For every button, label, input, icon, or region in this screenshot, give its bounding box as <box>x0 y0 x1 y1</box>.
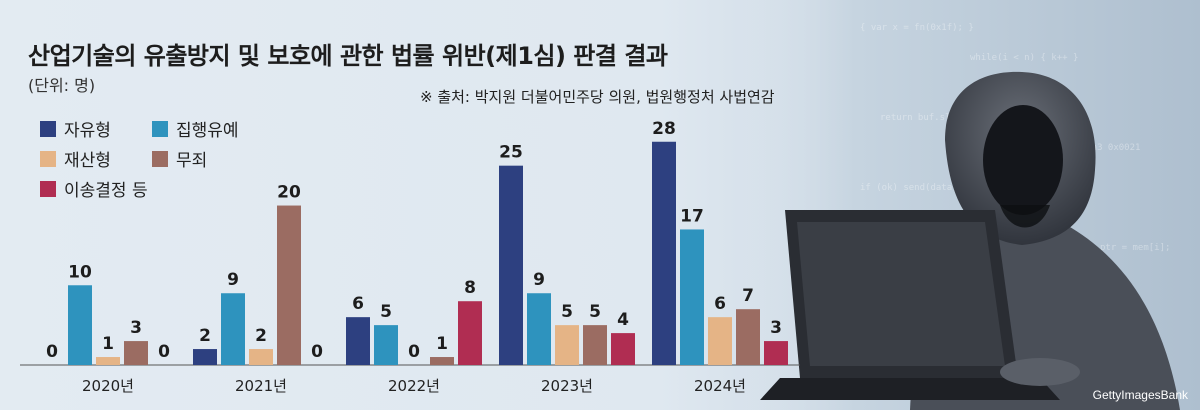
svg-text:{ var x = fn(0x1f); }: { var x = fn(0x1f); } <box>860 23 974 33</box>
data-label: 1 <box>102 334 114 354</box>
x-tick-label: 2020년 <box>82 377 134 395</box>
legend-swatch <box>152 120 168 137</box>
data-label: 2 <box>255 326 267 346</box>
bar <box>652 141 676 365</box>
legend-swatch <box>152 150 168 167</box>
data-label: 6 <box>714 294 726 314</box>
data-label: 0 <box>158 342 170 362</box>
unit-label: (단위: 명) <box>28 76 96 95</box>
legend-label: 자유형 <box>64 121 111 141</box>
bar <box>277 205 301 365</box>
source-note: ※ 출처: 박지원 더불어민주당 의원, 법원행정처 사법연감 <box>420 88 775 106</box>
legend-item: 자유형 <box>40 116 111 141</box>
legend-swatch <box>40 150 56 167</box>
bar <box>96 357 120 365</box>
x-tick-label: 2023년 <box>541 377 593 395</box>
data-label: 6 <box>352 294 364 314</box>
legend-swatch <box>40 180 56 197</box>
legend-label: 이송결정 등 <box>64 181 148 201</box>
bar <box>458 301 482 365</box>
data-label: 5 <box>380 302 392 322</box>
data-label: 8 <box>464 278 476 298</box>
legend-label: 무죄 <box>176 151 208 171</box>
data-label: 7 <box>742 286 754 306</box>
bar <box>680 229 704 365</box>
data-label: 2 <box>199 326 211 346</box>
data-label: 25 <box>499 143 523 163</box>
legend-item: 집행유예 <box>152 116 239 141</box>
bar <box>555 325 579 365</box>
bar <box>708 317 732 365</box>
bar <box>221 293 245 365</box>
legend-swatch <box>40 120 56 137</box>
x-tick-label: 2024년 <box>694 377 746 395</box>
bar <box>736 309 760 365</box>
bar <box>527 293 551 365</box>
data-label: 0 <box>311 342 323 362</box>
data-label: 9 <box>227 270 239 290</box>
data-label: 1 <box>436 334 448 354</box>
data-label: 9 <box>533 270 545 290</box>
svg-text:0x7fa3 0x0021: 0x7fa3 0x0021 <box>1070 143 1140 153</box>
bar <box>764 341 788 365</box>
bar <box>346 317 370 365</box>
data-label: 17 <box>680 206 704 226</box>
photo-credit: GettyImagesBank <box>1092 388 1188 402</box>
legend-label: 집행유예 <box>176 121 239 141</box>
bar <box>124 341 148 365</box>
legend-item: 무죄 <box>152 146 207 171</box>
data-label: 3 <box>770 318 782 338</box>
data-label: 20 <box>277 183 301 203</box>
legend-item: 이송결정 등 <box>40 176 148 201</box>
svg-text:return buf.slice(2);: return buf.slice(2); <box>880 113 988 123</box>
svg-text:ptr = mem[i];: ptr = mem[i]; <box>1100 243 1170 253</box>
data-label: 3 <box>130 318 142 338</box>
data-label: 10 <box>68 262 92 282</box>
legend-item: 재산형 <box>40 146 111 171</box>
bar <box>430 357 454 365</box>
hooded-hacker-icon: { var x = fn(0x1f); } while(i < n) { k++… <box>740 0 1200 410</box>
bar <box>583 325 607 365</box>
data-label: 5 <box>561 302 573 322</box>
data-label: 28 <box>652 119 676 139</box>
legend-label: 재산형 <box>64 151 111 171</box>
bar <box>499 165 523 365</box>
bar <box>611 333 635 365</box>
bar <box>68 285 92 365</box>
data-label: 4 <box>617 310 629 330</box>
x-tick-label: 2021년 <box>235 377 287 395</box>
svg-text:while(i < n) { k++ }: while(i < n) { k++ } <box>970 53 1078 63</box>
hacker-photo: { var x = fn(0x1f); } while(i < n) { k++… <box>740 0 1200 410</box>
bar <box>374 325 398 365</box>
bar <box>249 349 273 365</box>
svg-text:if (ok) send(data);: if (ok) send(data); <box>860 183 963 193</box>
chart-title: 산업기술의 유출방지 및 보호에 관한 법률 위반(제1심) 판결 결과 <box>28 42 668 70</box>
data-label: 0 <box>46 342 58 362</box>
bar <box>193 349 217 365</box>
x-tick-label: 2022년 <box>388 377 440 395</box>
data-label: 5 <box>589 302 601 322</box>
data-label: 0 <box>408 342 420 362</box>
